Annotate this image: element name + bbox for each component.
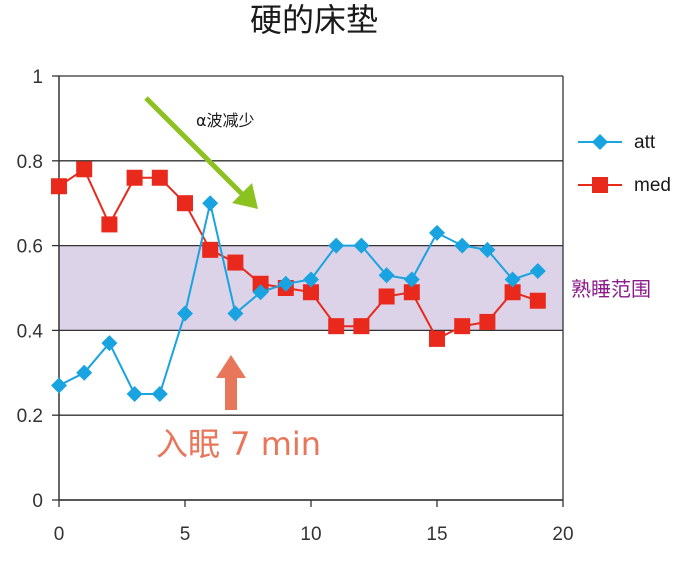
y-tick-label: 0.6 (17, 237, 43, 258)
data-point-med (126, 169, 143, 186)
data-point-med (454, 318, 471, 335)
data-point-med (303, 284, 319, 301)
data-point-med (479, 313, 496, 330)
data-point-att (529, 263, 546, 280)
data-point-med (252, 275, 269, 292)
sleep-onset-arrow-shaft (225, 376, 237, 410)
data-point-med (328, 318, 345, 335)
data-point-med (151, 169, 168, 186)
data-point-att (504, 271, 521, 288)
data-point-med (529, 292, 546, 309)
data-point-med (51, 178, 67, 195)
data-point-med (202, 241, 219, 258)
data-point-att (101, 335, 118, 352)
data-point-med (101, 216, 118, 233)
x-tick-label: 20 (552, 524, 573, 545)
x-tick-label: 15 (426, 524, 447, 545)
legend-marker-med (592, 177, 608, 193)
x-tick-label: 5 (180, 524, 191, 545)
data-point-att (303, 271, 319, 288)
data-point-att (479, 241, 496, 258)
legend-label-med: med (634, 175, 671, 196)
data-point-att (151, 386, 168, 402)
data-point-att (328, 237, 345, 254)
alpha-arrow-head (232, 183, 258, 209)
chart-title: 硬的床垫 (250, 1, 378, 39)
x-tick-label: 0 (54, 524, 65, 545)
data-point-att (177, 305, 193, 322)
data-point-med (378, 288, 395, 305)
data-point-att (51, 377, 67, 394)
legend-marker-att (592, 134, 608, 150)
alpha-arrow-line (144, 96, 246, 198)
data-point-att (76, 364, 93, 381)
deep-sleep-band-label: 熟睡范围 (571, 277, 651, 301)
legend: att med (578, 132, 671, 196)
alpha-annotation: α波减少 (196, 111, 255, 130)
data-point-att (126, 386, 143, 402)
series-layer (51, 161, 546, 402)
data-point-med (429, 330, 445, 347)
series-med (51, 161, 546, 347)
y-tick-label: 0.4 (17, 321, 44, 342)
data-point-att (227, 305, 244, 322)
data-point-med (76, 161, 93, 178)
data-point-att (277, 275, 294, 292)
x-axis-ticks: 0 5 10 15 20 (54, 500, 574, 545)
data-point-med (403, 284, 420, 301)
data-point-att (378, 267, 395, 284)
x-tick-label: 10 (300, 524, 321, 545)
data-point-att (252, 284, 269, 301)
data-point-att (403, 271, 420, 288)
data-point-att (429, 224, 445, 241)
legend-label-att: att (634, 132, 656, 153)
data-point-med (227, 254, 244, 271)
data-point-att (353, 237, 370, 254)
data-point-med (353, 318, 370, 335)
y-tick-label: 0.8 (17, 152, 43, 173)
y-tick-label: 0 (32, 491, 43, 512)
data-point-att (202, 195, 219, 212)
annotations: α波减少 入眠 7 min (144, 96, 321, 463)
data-point-med (504, 284, 521, 301)
sleep-onset-arrow-head (216, 355, 246, 378)
data-point-att (454, 237, 471, 254)
y-axis-ticks: 0 0.2 0.4 0.6 0.8 1 (17, 67, 59, 512)
sleep-onset-annotation: 入眠 7 min (156, 425, 321, 463)
series-att (51, 195, 546, 402)
data-point-med (177, 195, 193, 212)
y-tick-label: 1 (32, 67, 43, 88)
y-tick-label: 0.2 (17, 406, 43, 427)
